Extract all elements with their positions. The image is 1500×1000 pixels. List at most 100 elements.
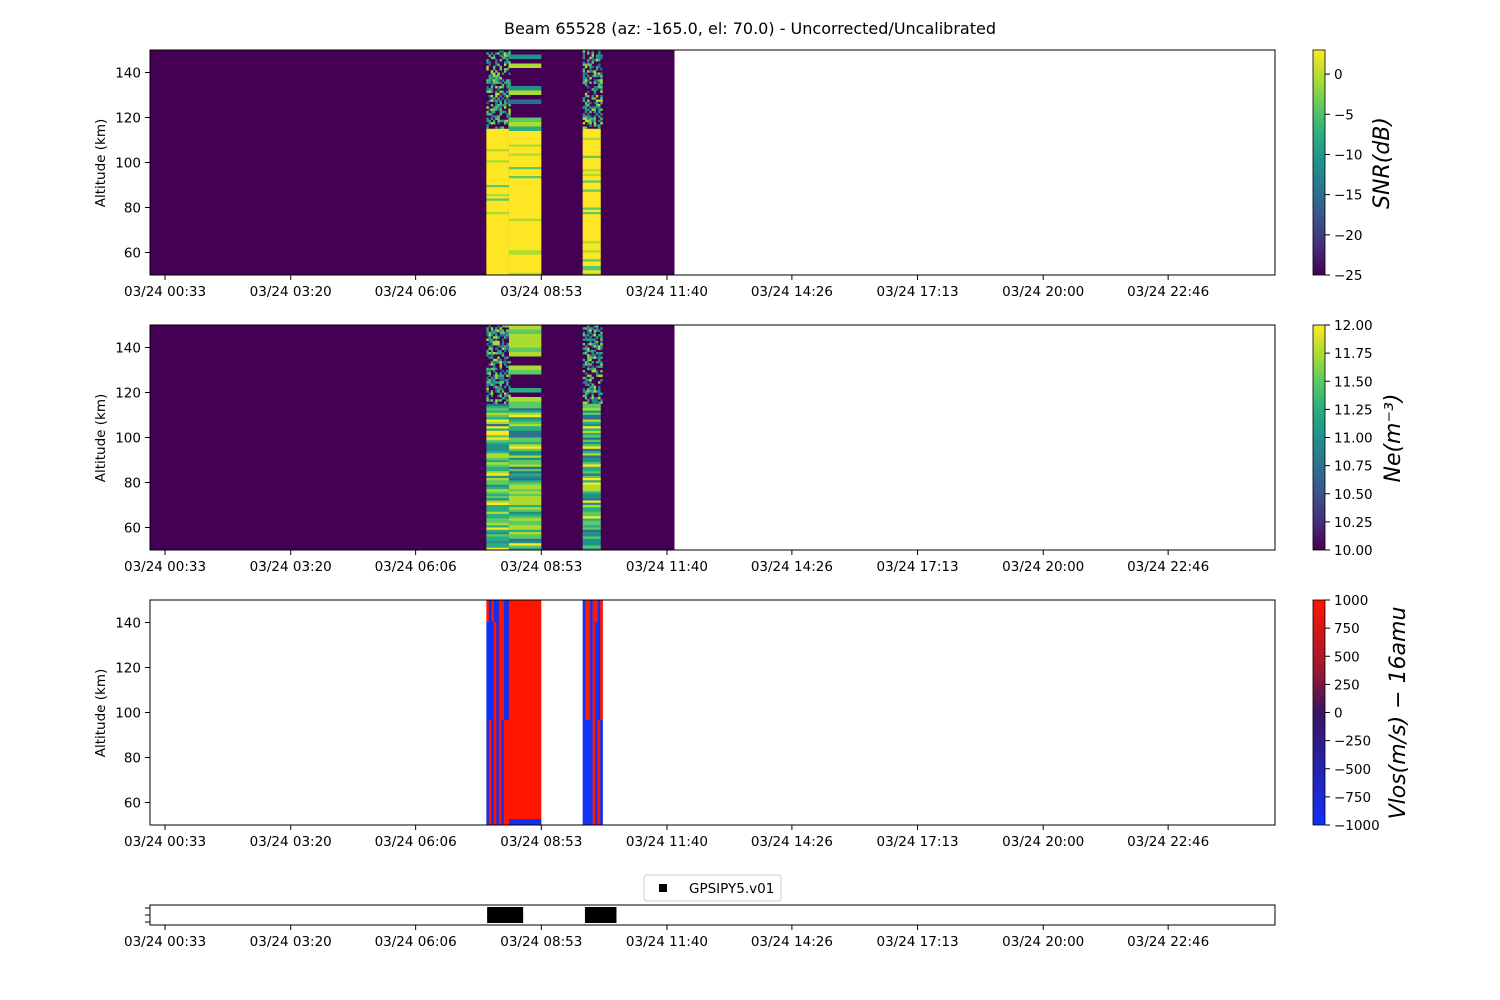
heatmap-cell <box>593 390 597 393</box>
heatmap-cell <box>582 338 586 341</box>
heatmap-cell <box>497 336 500 339</box>
heatmap-cell <box>595 79 599 82</box>
heatmap-cell <box>508 489 542 492</box>
heatmap-cell <box>506 83 509 87</box>
heatmap-cell <box>585 600 588 622</box>
heatmap-cell <box>506 392 509 395</box>
heatmap-cell <box>508 419 542 423</box>
heatmap-cell <box>490 361 494 364</box>
heatmap-cell <box>488 77 491 80</box>
heatmap-cell <box>593 356 597 359</box>
heatmap-cell <box>486 505 509 508</box>
heatmap-cell <box>582 200 601 204</box>
heatmap-cell <box>600 331 603 335</box>
heatmap-cell <box>499 392 502 395</box>
colorbar-tick-label: −250 <box>1334 734 1371 750</box>
heatmap-cell <box>506 329 509 332</box>
heatmap-cell <box>486 538 509 542</box>
heatmap-cell <box>492 336 496 339</box>
heatmap-cell <box>508 187 542 190</box>
x-tick-label: 03/24 22:46 <box>1127 834 1209 850</box>
heatmap-cell <box>582 433 601 436</box>
heatmap-cell <box>492 54 496 57</box>
vlos-colorbar-label: Vlos(m/s) − 16amu <box>1386 607 1411 820</box>
heatmap-cell <box>492 79 496 82</box>
heatmap-cell <box>595 720 598 825</box>
heatmap-cell <box>486 334 489 337</box>
heatmap-cell <box>508 203 542 206</box>
heatmap-cell <box>589 354 592 357</box>
heatmap-cell <box>508 819 542 825</box>
heatmap-cell <box>587 331 590 335</box>
heatmap-cell <box>591 390 594 393</box>
heatmap-cell <box>508 142 542 145</box>
heatmap-cell <box>506 356 509 359</box>
heatmap-cell <box>501 343 505 346</box>
heatmap-cell <box>501 340 505 344</box>
heatmap-cell <box>508 209 542 213</box>
heatmap-cell <box>486 507 509 510</box>
heatmap-cell <box>600 392 603 395</box>
heatmap-cell <box>508 374 511 377</box>
heatmap-cell <box>508 212 542 215</box>
heatmap-cell <box>593 115 597 118</box>
heatmap-cell <box>506 365 509 368</box>
heatmap-cell <box>495 92 498 96</box>
heatmap-cell <box>503 95 507 98</box>
heatmap-cell <box>490 74 494 78</box>
heatmap-cell <box>589 367 592 371</box>
heatmap-cell <box>508 234 542 238</box>
heatmap-cell <box>486 221 509 224</box>
heatmap-cell <box>595 401 599 404</box>
heatmap-cell <box>501 381 505 384</box>
heatmap-cell <box>495 352 498 355</box>
heatmap-cell <box>506 347 509 350</box>
heatmap-cell <box>582 525 601 528</box>
heatmap-cell <box>508 352 542 357</box>
heatmap-cell <box>595 347 599 350</box>
heatmap-cell <box>582 518 601 522</box>
heatmap-cell <box>495 81 498 84</box>
heatmap-cell <box>486 135 509 139</box>
heatmap-cell <box>582 164 601 168</box>
heatmap-cell <box>486 259 509 262</box>
heatmap-cell <box>495 95 498 98</box>
heatmap-cell <box>488 363 491 366</box>
heatmap-cell <box>595 372 599 375</box>
heatmap-cell <box>587 600 591 622</box>
heatmap-cell <box>497 63 500 66</box>
heatmap-cell <box>486 59 489 62</box>
heatmap-cell <box>486 137 509 141</box>
colorbar-tick-label: −10 <box>1334 147 1363 163</box>
heatmap-cell <box>486 442 509 445</box>
heatmap-cell <box>508 115 511 118</box>
heatmap-cell <box>508 388 542 393</box>
heatmap-cell <box>582 410 601 414</box>
heatmap-cell <box>486 394 489 398</box>
heatmap-cell <box>582 543 601 546</box>
y-tick-label: 80 <box>124 476 141 492</box>
heatmap-cell <box>508 451 542 454</box>
heatmap-cell <box>486 243 509 247</box>
heatmap-cell <box>495 374 498 377</box>
heatmap-cell <box>486 523 509 526</box>
heatmap-cell <box>582 223 601 226</box>
heatmap-cell <box>486 451 509 454</box>
heatmap-cell <box>593 385 597 389</box>
heatmap-cell <box>582 266 601 269</box>
heatmap-cell <box>582 254 601 258</box>
heatmap-cell <box>508 600 542 825</box>
heatmap-cell <box>508 261 542 265</box>
heatmap-cell <box>486 133 509 136</box>
snr-colorbar <box>1312 49 1326 276</box>
heatmap-cell <box>508 254 542 258</box>
heatmap-cell <box>490 331 494 335</box>
heatmap-cell <box>582 444 601 447</box>
heatmap-cell <box>486 532 509 535</box>
heatmap-cell <box>600 340 603 344</box>
heatmap-cell <box>589 77 592 80</box>
heatmap-cell <box>486 272 509 276</box>
heatmap-cell <box>490 343 494 346</box>
heatmap-cell <box>486 180 509 184</box>
